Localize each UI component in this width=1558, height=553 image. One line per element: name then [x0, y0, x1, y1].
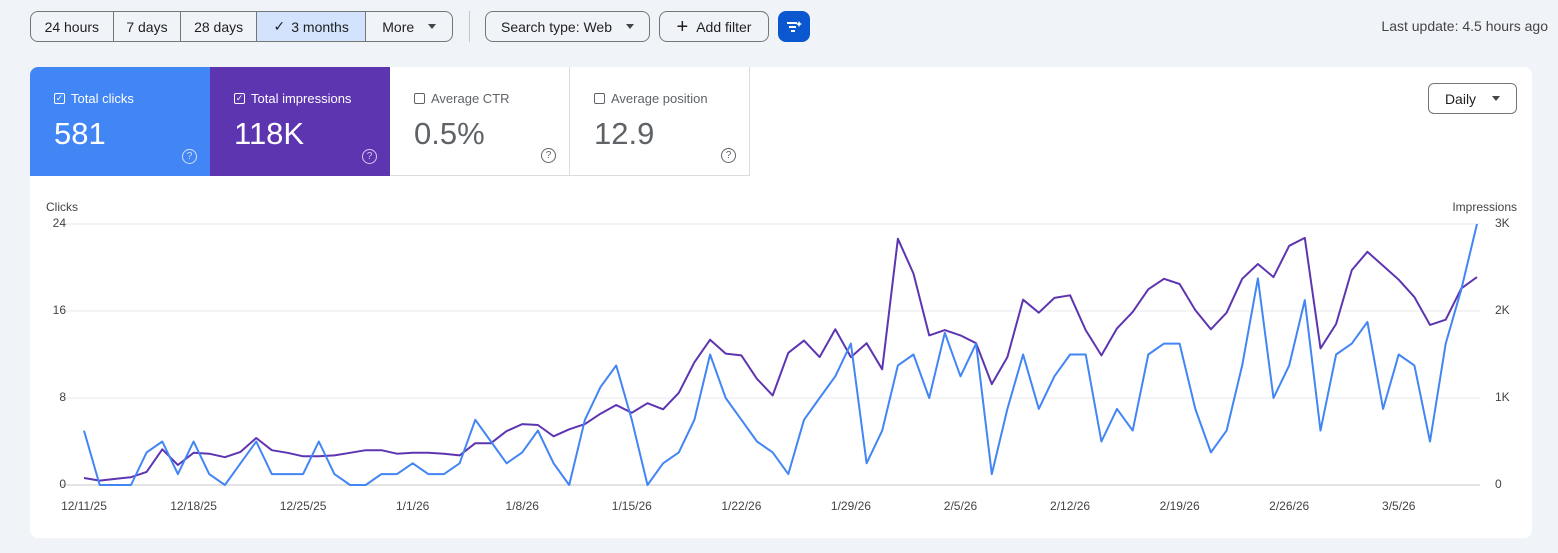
metric-tile[interactable]: Average position 12.9 ?	[570, 67, 750, 176]
x-tick-label: 1/1/26	[396, 499, 430, 513]
y-axis-title: Clicks	[46, 200, 78, 214]
range-label: More	[382, 18, 415, 35]
checkbox: ✓	[54, 93, 65, 104]
checkbox	[414, 93, 425, 104]
x-tick-label: 1/29/26	[831, 499, 871, 513]
metric-tile[interactable]: Average CTR 0.5% ?	[390, 67, 570, 176]
help-icon[interactable]: ?	[182, 149, 197, 164]
range-button[interactable]: 24 hours	[31, 12, 114, 41]
help-icon[interactable]: ?	[362, 149, 377, 164]
y2-tick-label: 3K	[1495, 216, 1510, 230]
divider	[469, 11, 470, 42]
metric-label: Total clicks	[71, 91, 134, 106]
dropdown-icon	[626, 24, 635, 29]
series-line	[83, 236, 1478, 482]
metric-tile[interactable]: ✓ Total clicks 581 ?	[30, 67, 210, 176]
x-tick-label: 12/25/25	[280, 499, 327, 513]
range-label: 3 months	[291, 18, 349, 35]
metric-value: 0.5%	[414, 116, 485, 151]
y2-tick-label: 1K	[1495, 390, 1510, 404]
x-tick-label: 2/5/26	[944, 499, 978, 513]
date-range-selector: 24 hours 7 days 28 days ✓ 3 months More	[30, 11, 453, 42]
x-tick-label: 2/26/26	[1269, 499, 1309, 513]
y-tick-label: 16	[53, 303, 67, 317]
metric-header: Average CTR	[414, 91, 510, 106]
metric-value: 12.9	[594, 116, 655, 151]
filter-icon-button[interactable]	[778, 11, 810, 42]
y2-tick-label: 2K	[1495, 303, 1510, 317]
x-tick-label: 1/8/26	[506, 499, 540, 513]
metric-label: Average position	[611, 91, 708, 106]
x-tick-label: 2/12/26	[1050, 499, 1090, 513]
dropdown-icon	[428, 24, 437, 29]
x-tick-label: 1/22/26	[721, 499, 761, 513]
x-tick-label: 2/19/26	[1160, 499, 1200, 513]
series-line	[83, 223, 1478, 486]
last-update: Last update: 4.5 hours ago	[1381, 18, 1548, 34]
x-tick-label: 3/5/26	[1382, 499, 1416, 513]
range-button[interactable]: ✓ 3 months	[256, 12, 367, 41]
y-tick-label: 8	[59, 390, 66, 404]
button-label: Add filter	[696, 18, 752, 35]
y2-axis-title: Impressions	[1452, 200, 1517, 214]
x-tick-label: 1/15/26	[612, 499, 652, 513]
metric-value: 581	[54, 116, 106, 151]
x-tick-label: 12/18/25	[170, 499, 217, 513]
metric-label: Average CTR	[431, 91, 510, 106]
metric-label: Total impressions	[251, 91, 352, 106]
metric-tile[interactable]: ✓ Total impressions 118K ?	[210, 67, 390, 176]
metric-header: ✓ Total impressions	[234, 91, 351, 106]
help-icon[interactable]: ?	[721, 148, 736, 163]
metric-header: Average position	[594, 91, 708, 106]
metric-value: 118K	[234, 116, 305, 151]
checkbox	[594, 93, 605, 104]
y-tick-label: 0	[59, 477, 66, 491]
granularity-dropdown[interactable]: Daily	[1428, 83, 1517, 114]
checkbox: ✓	[234, 93, 245, 104]
plus-icon: +	[676, 15, 689, 38]
metric-header: ✓ Total clicks	[54, 91, 134, 106]
y2-tick-label: 0	[1495, 477, 1502, 491]
button-label: Daily	[1444, 90, 1477, 107]
help-icon[interactable]: ?	[541, 148, 556, 163]
button-label: Search type: Web	[500, 18, 613, 35]
x-tick-label: 12/11/25	[61, 499, 107, 513]
add-filter-button[interactable]: + Add filter	[659, 11, 769, 42]
range-button[interactable]: 7 days	[114, 12, 182, 41]
dropdown-icon	[1492, 96, 1501, 101]
range-button[interactable]: 28 days	[181, 12, 257, 41]
filter-icon	[787, 20, 802, 32]
search-type-button[interactable]: Search type: Web	[485, 11, 650, 42]
y-tick-label: 24	[53, 216, 67, 230]
check-icon: ✓	[273, 18, 286, 34]
range-button[interactable]: More	[366, 12, 452, 41]
